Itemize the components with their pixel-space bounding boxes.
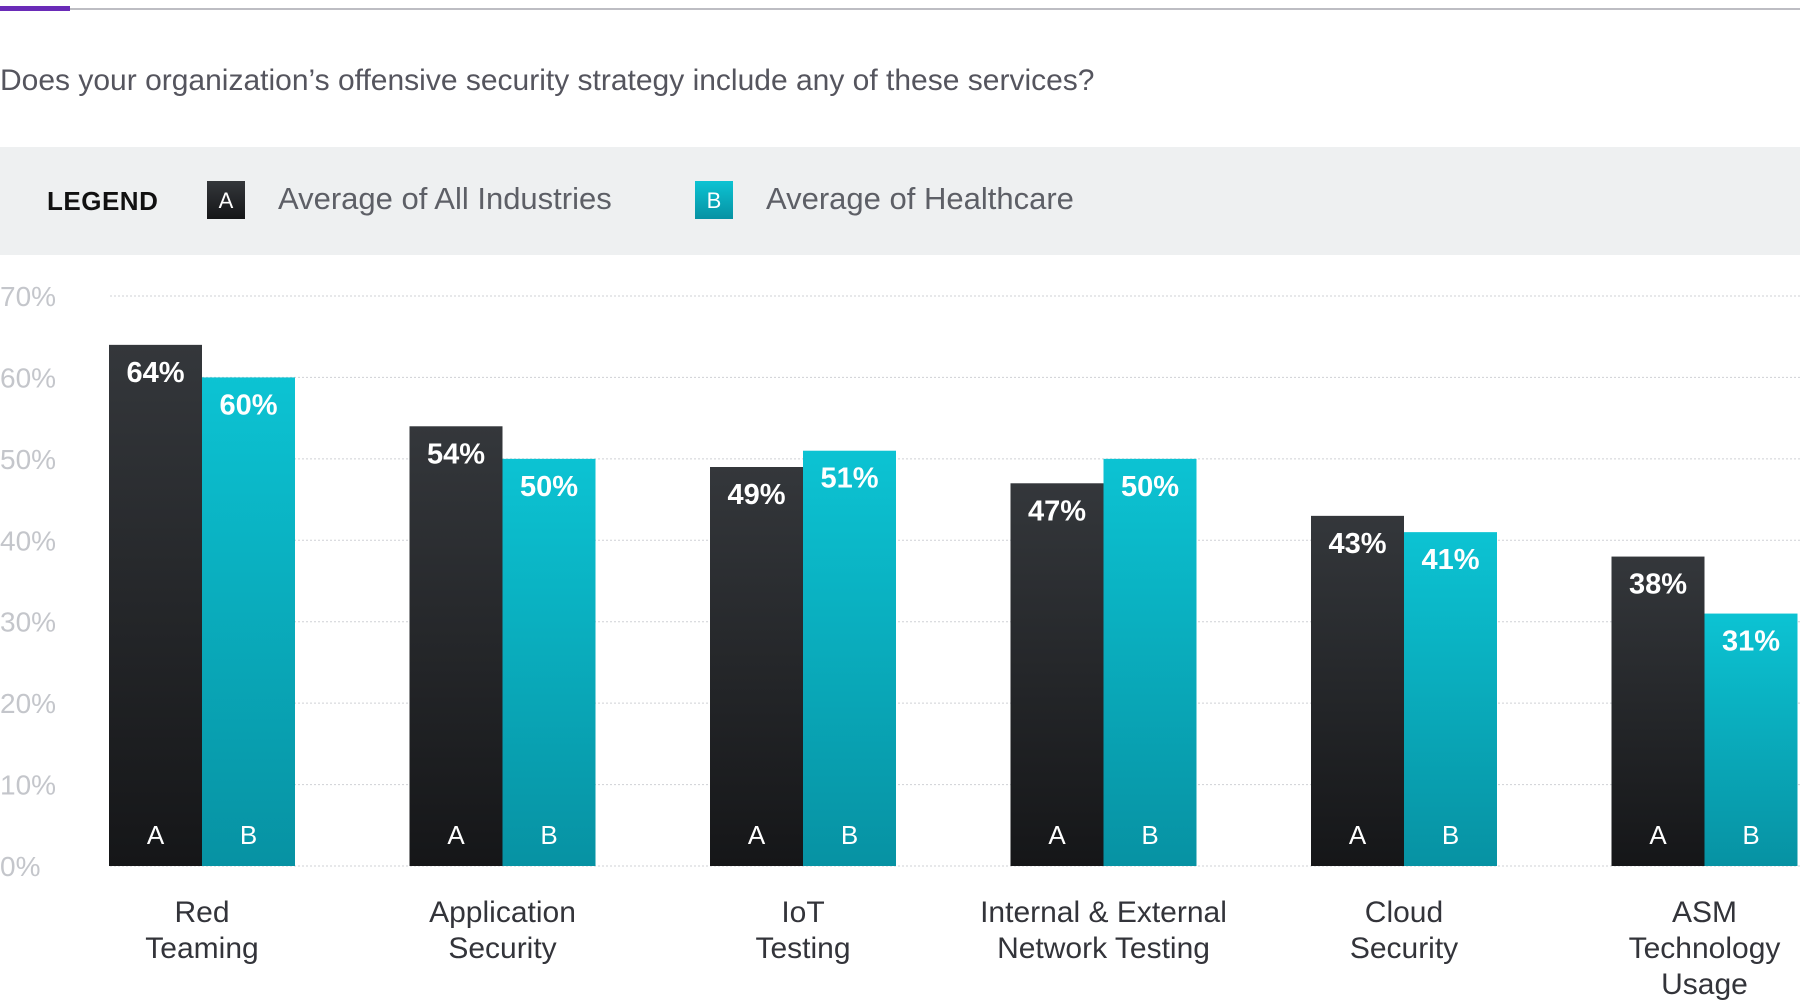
y-tick-label: 60% bbox=[0, 362, 56, 393]
bar-b bbox=[1103, 458, 1197, 866]
bar-group-a: 43% A bbox=[1311, 515, 1404, 866]
bar-a bbox=[109, 344, 202, 866]
legend-title: LEGEND bbox=[47, 186, 158, 216]
legend-swatch-a bbox=[207, 181, 245, 219]
y-tick-label: 10% bbox=[0, 770, 56, 801]
category-label-line: Cloud bbox=[1365, 896, 1443, 929]
legend-swatch-a-letter: A bbox=[219, 188, 234, 213]
bar-value-label: 64% bbox=[126, 357, 184, 389]
category-label-line: Security bbox=[448, 932, 556, 965]
bar-value-label: 38% bbox=[1629, 569, 1687, 601]
bar-group-b: 31% B bbox=[1704, 613, 1798, 866]
y-tick-label: 30% bbox=[0, 607, 56, 638]
bar-b bbox=[1404, 532, 1497, 866]
gridlines bbox=[110, 295, 1800, 867]
bar-series-letter: A bbox=[1649, 820, 1667, 850]
bar-b bbox=[803, 450, 896, 866]
bar-value-label: 49% bbox=[727, 479, 785, 511]
bar-value-label: 43% bbox=[1328, 528, 1386, 560]
category-label: IoT Testing bbox=[755, 896, 850, 965]
bar-series-letter: B bbox=[540, 820, 557, 850]
category-label-line: ASM bbox=[1672, 896, 1737, 929]
bar-value-label: 51% bbox=[820, 463, 878, 495]
legend-swatch-b-letter: B bbox=[707, 188, 722, 213]
bar-series-letter: A bbox=[147, 820, 165, 850]
category-label-line: Network Testing bbox=[997, 932, 1210, 965]
bar-value-label: 50% bbox=[520, 471, 578, 503]
chart-question: Does your organization’s offensive secur… bbox=[0, 64, 1094, 97]
legend-band bbox=[0, 147, 1800, 255]
bar-value-label: 54% bbox=[427, 438, 485, 470]
bar-group-a: 49% A bbox=[710, 467, 803, 866]
bar-series-letter: B bbox=[841, 820, 858, 850]
bar-series-letter: A bbox=[748, 820, 766, 850]
bar-b bbox=[502, 458, 596, 866]
bar-a bbox=[1311, 515, 1404, 866]
category-label: Red Teaming bbox=[145, 896, 258, 965]
bar-group-b: 50% B bbox=[1103, 458, 1197, 866]
bar-group-b: 51% B bbox=[803, 450, 896, 866]
category-label-line: Red bbox=[174, 896, 229, 929]
bar-value-label: 41% bbox=[1421, 544, 1479, 576]
bar-series-letter: B bbox=[240, 820, 257, 850]
bars: 64% A 60% B 54% A 50% B 49% A 51% B 47% A 50% B 43% A 41% B… bbox=[109, 344, 1798, 866]
category-label-line: Security bbox=[1350, 932, 1458, 965]
legend-label-a: Average of All Industries bbox=[278, 181, 612, 216]
bar-series-letter: B bbox=[1141, 820, 1158, 850]
bar-group-b: 50% B bbox=[502, 458, 596, 866]
bar-group-b: 41% B bbox=[1404, 532, 1497, 866]
category-label: Application Security bbox=[429, 896, 576, 965]
bar-b bbox=[1704, 613, 1798, 866]
bar-series-letter: B bbox=[1442, 820, 1459, 850]
bar-b bbox=[202, 377, 295, 866]
category-label-line: IoT bbox=[781, 896, 824, 929]
y-tick-label: 40% bbox=[0, 525, 56, 556]
bar-a bbox=[1010, 483, 1104, 866]
bar-group-a: 54% A bbox=[409, 426, 503, 866]
y-tick-label: 70% bbox=[0, 281, 56, 312]
category-label-line: Application bbox=[429, 896, 576, 929]
category-label: Cloud Security bbox=[1350, 896, 1458, 965]
bar-group-a: 64% A bbox=[109, 344, 202, 866]
category-label: ASM Technology Usage bbox=[1629, 896, 1781, 1001]
y-axis-ticks: 0% 10% 20% 30% 40% 50% 60% 70% bbox=[0, 281, 56, 882]
category-label-line: Technology bbox=[1629, 932, 1781, 965]
bar-a bbox=[710, 467, 803, 866]
top-accent-bar bbox=[0, 6, 70, 11]
bar-group-a: 38% A bbox=[1611, 556, 1705, 866]
y-tick-label: 20% bbox=[0, 688, 56, 719]
bar-series-letter: B bbox=[1742, 820, 1759, 850]
legend-swatch-b bbox=[695, 181, 733, 219]
bar-group-a: 47% A bbox=[1010, 483, 1104, 866]
bar-a bbox=[409, 426, 503, 866]
category-label-line: Testing bbox=[755, 932, 850, 965]
bar-series-letter: A bbox=[447, 820, 465, 850]
bar-a bbox=[1611, 556, 1705, 866]
legend-label-b: Average of Healthcare bbox=[766, 181, 1074, 216]
bar-value-label: 50% bbox=[1121, 471, 1179, 503]
bar-value-label: 60% bbox=[219, 389, 277, 421]
bar-series-letter: A bbox=[1048, 820, 1066, 850]
y-tick-label: 50% bbox=[0, 444, 56, 475]
bar-value-label: 31% bbox=[1722, 626, 1780, 658]
bar-series-letter: A bbox=[1349, 820, 1367, 850]
y-tick-label: 0% bbox=[0, 851, 40, 882]
category-label-line: Usage bbox=[1661, 968, 1748, 1001]
bar-group-b: 60% B bbox=[202, 377, 295, 866]
category-label: Internal & External Network Testing bbox=[980, 896, 1227, 965]
category-label-line: Internal & External bbox=[980, 896, 1227, 929]
bar-value-label: 47% bbox=[1028, 495, 1086, 527]
category-label-line: Teaming bbox=[145, 932, 258, 965]
